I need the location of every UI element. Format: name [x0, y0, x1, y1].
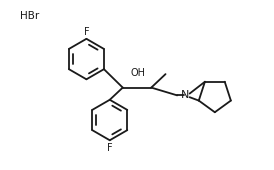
- Text: F: F: [107, 143, 113, 153]
- Text: F: F: [84, 27, 89, 37]
- Text: N: N: [181, 90, 189, 100]
- Text: OH: OH: [130, 68, 145, 78]
- Text: HBr: HBr: [20, 11, 39, 21]
